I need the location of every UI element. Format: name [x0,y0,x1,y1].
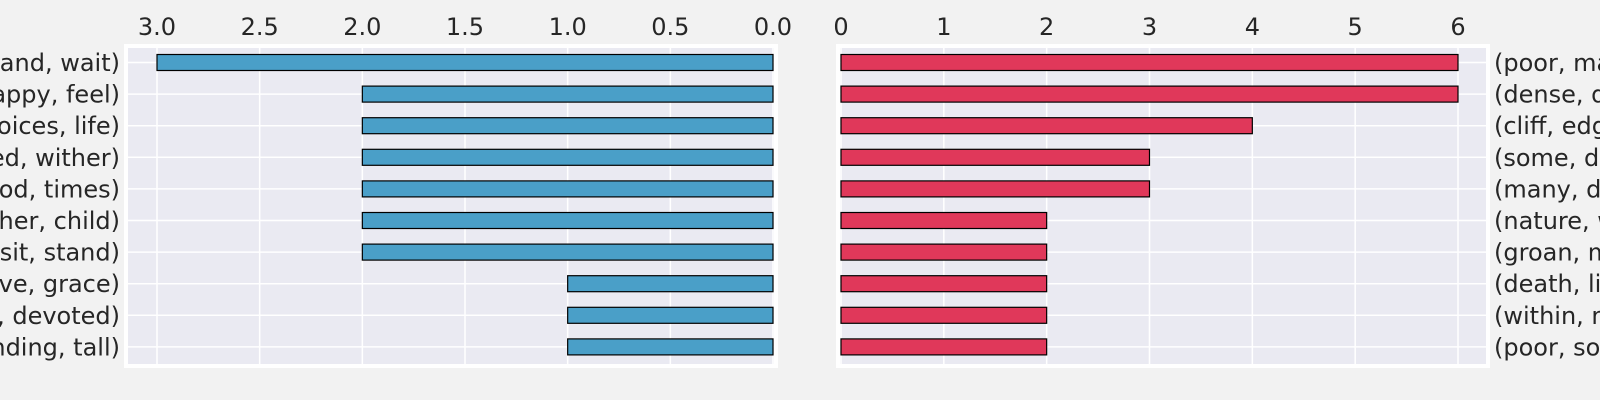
left-x-tick-label: 2.5 [241,13,279,41]
left-x-tick-label: 0.5 [651,13,689,41]
left-x-tick-label: 3.0 [138,13,176,41]
left-bar [156,53,774,72]
right-category-label: (poor, soul) [1494,333,1600,361]
right-bar [840,243,1048,261]
left-bar [361,148,774,166]
left-bar [361,180,774,198]
left-bar [567,306,774,324]
left-bar [361,243,774,261]
left-category-label: (mother, child) [0,207,120,235]
right-x-tick-label: 2 [1039,13,1054,41]
right-bar [840,211,1048,230]
right-category-label: (dense, dark) [1494,81,1600,109]
right-bar [840,306,1048,324]
left-x-tick-label: 0.0 [754,13,792,41]
left-bar [361,211,774,230]
left-bar [567,338,774,356]
right-category-label: (cliff, edge) [1494,112,1600,140]
right-bar [840,148,1151,166]
left-category-label: (good, times) [0,175,120,203]
left-category-label: (sit, stand) [0,239,120,267]
left-category-label: (choices, life) [0,112,120,140]
right-category-label: (groan, moan) [1494,239,1600,267]
right-bar [840,338,1048,356]
left-category-labels: (stand, wait) (happy, feel) (choices, life… [0,49,120,361]
right-x-tick-label: 0 [833,13,848,41]
left-x-tick-label: 2.0 [343,13,381,41]
left-bar [361,117,774,135]
left-bar-chart: 3.0 2.5 2.0 1.5 1.0 0.5 0.0 (stand, wait) (happ… [0,13,792,368]
right-category-labels: (poor, man) (dense, dark) (cliff, edge) (so… [1494,49,1600,361]
panel-gap [778,40,836,380]
left-category-label: (happy, feel) [0,81,120,109]
left-bars [156,53,774,356]
right-bar [840,275,1048,293]
right-x-tick-label: 5 [1348,13,1363,41]
left-category-label: (faded, wither) [0,144,120,172]
right-x-tick-labels: 0 1 2 3 4 5 6 [833,13,1465,41]
right-category-label: (death, life) [1494,270,1600,298]
right-category-label: (many, days) [1494,175,1600,203]
left-category-label: (standing, tall) [0,333,120,361]
left-x-tick-label: 1.5 [446,13,484,41]
right-x-tick-label: 4 [1245,13,1260,41]
left-category-label: (love, grace) [0,270,120,298]
right-x-tick-label: 6 [1450,13,1465,41]
left-x-tick-labels: 3.0 2.5 2.0 1.5 1.0 0.5 0.0 [138,13,792,41]
left-bar [567,275,774,293]
right-bar [840,180,1151,198]
right-bar [840,117,1253,135]
right-bar [840,85,1459,103]
right-category-label: (nature, wild) [1494,207,1600,235]
left-x-tick-label: 1.0 [549,13,587,41]
right-bar [840,53,1459,72]
right-bars [840,53,1459,356]
right-x-tick-label: 1 [936,13,951,41]
left-bar [361,85,774,103]
right-category-label: (some, day) [1494,144,1600,172]
right-bar-chart: 0 1 2 3 4 5 6 (poor, man) (dense, dark) (cliff, … [833,13,1600,368]
left-category-label: (loyal, devoted) [0,302,120,330]
left-category-label: (stand, wait) [0,49,120,77]
right-x-tick-label: 3 [1142,13,1157,41]
right-category-label: (within, me) [1494,302,1600,330]
right-category-label: (poor, man) [1494,49,1600,77]
